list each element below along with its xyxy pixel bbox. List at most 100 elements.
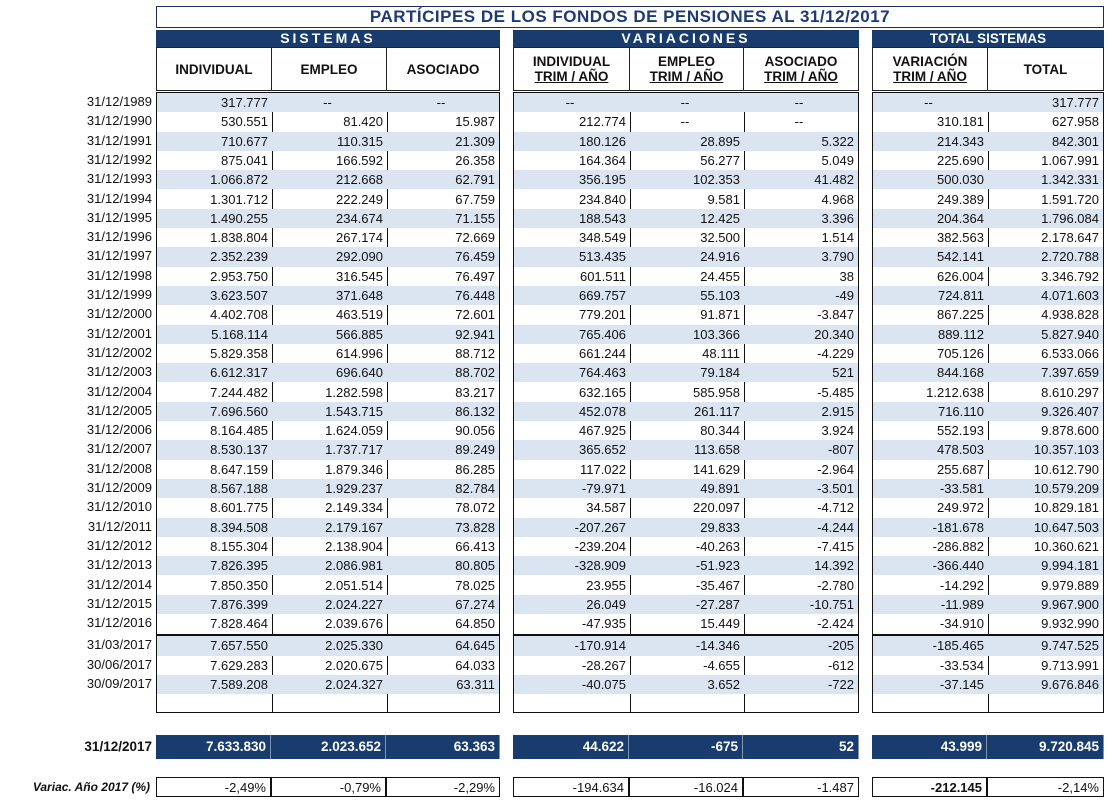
cell-var-empleo: 49.891 [630, 479, 744, 499]
col-header-label: ASOCIADO [406, 61, 480, 77]
cell-empleo: 267.174 [336, 230, 383, 246]
row-date: 31/12/2016 [86, 615, 152, 631]
cell-var-individual: 601.511 [579, 268, 626, 284]
row-date: 31/12/2015 [86, 595, 152, 611]
cell-var-asociado: -10.751 [744, 594, 858, 615]
col-header-asociado: ASOCIADO [386, 47, 500, 91]
cell-empleo: 292.090 [272, 247, 387, 267]
cell-var-individual: -47.935 [581, 616, 626, 632]
cell-variacion: 626.004 [937, 268, 984, 284]
cell-total: 8.610.297 [1041, 384, 1099, 400]
cell-var-empleo: -35.467 [695, 577, 740, 593]
cell-var-individual: 212.774 [579, 114, 626, 130]
cell-total: 10.357.103 [988, 440, 1103, 460]
cell-total: 4.071.603 [988, 286, 1103, 306]
cell-var-empleo: 56.277 [700, 152, 740, 168]
row-date: 31/12/2001 [86, 325, 152, 341]
cell-var-empleo: 102.353 [630, 170, 744, 190]
cell-variacion: 500.030 [873, 170, 988, 190]
quarter-separator [873, 634, 1103, 637]
cell-variacion: 310.181 [937, 114, 984, 130]
cell-variacion: 255.687 [937, 461, 984, 477]
cell-individual: 7.876.399 [157, 594, 272, 615]
variation-variacion: -212.145 [872, 777, 987, 797]
cell-var-asociado: -7.415 [817, 538, 854, 554]
cell-var-empleo: 3.652 [630, 675, 744, 695]
cell-individual: 5.829.358 [210, 345, 268, 361]
cell-individual: 8.567.188 [157, 479, 272, 499]
cell-var-individual: -328.909 [514, 556, 630, 576]
cell-variacion: 225.690 [937, 152, 984, 168]
cell-empleo: 2.051.514 [325, 577, 383, 593]
cell-variacion: 724.811 [873, 286, 988, 306]
cell-var-empleo: 24.455 [700, 268, 740, 284]
row-date: 31/12/2010 [86, 499, 152, 515]
cell-var-asociado: -807 [744, 440, 858, 460]
cell-total: 1.067.991 [1041, 152, 1099, 168]
cell-asociado: 90.056 [455, 423, 495, 439]
variaciones-body: -- -- -- 212.774 -- -- 180.126 28.895 5.322 164.3… [513, 92, 859, 713]
cell-empleo: 222.249 [336, 191, 383, 207]
cell-variacion: 1.212.638 [926, 384, 984, 400]
col-header-empleo: EMPLEO [271, 47, 387, 91]
cell-var-empleo: 141.629 [693, 461, 740, 477]
cell-var-individual: 365.652 [514, 440, 630, 460]
total-empleo: 2.023.652 [271, 735, 386, 759]
cell-asociado: 89.249 [387, 440, 499, 460]
cell-total: 3.346.792 [1041, 268, 1099, 284]
cell-total: 1.342.331 [988, 170, 1103, 190]
cell-var-asociado: -2.964 [817, 461, 854, 477]
cell-total: 9.979.889 [1041, 577, 1099, 593]
cell-var-empleo: 12.425 [630, 208, 744, 229]
cell-asociado: 76.497 [455, 268, 495, 284]
cell-empleo: 110.315 [272, 131, 387, 151]
row-date: 30/09/2017 [86, 676, 152, 691]
cell-var-asociado: -- [744, 93, 858, 113]
cell-var-individual: 26.049 [514, 594, 630, 615]
cell-var-asociado: -722 [744, 675, 858, 695]
cell-empleo: -- [272, 93, 387, 113]
cell-variacion: 552.193 [937, 423, 984, 439]
cell-variacion: 249.972 [937, 500, 984, 516]
cell-variacion: -286.882 [932, 538, 984, 554]
group-header-sistemas: SISTEMAS [156, 30, 500, 47]
cell-var-asociado: -49 [744, 286, 858, 306]
cell-var-asociado: -612 [827, 657, 854, 673]
cell-var-individual: 234.840 [579, 191, 626, 207]
total-total: 9.720.845 [987, 735, 1104, 759]
cell-var-empleo: 15.449 [700, 616, 740, 632]
cell-asociado: 86.132 [387, 401, 499, 422]
cell-var-empleo: 585.958 [693, 384, 740, 400]
cell-individual: 8.601.775 [210, 500, 268, 516]
cell-individual: 530.551 [221, 114, 268, 130]
cell-var-individual: 513.435 [514, 247, 630, 267]
cell-var-individual: -239.204 [574, 538, 626, 554]
row-date: 31/12/2006 [86, 422, 152, 438]
cell-individual: 1.066.872 [157, 170, 272, 190]
row-date: 31/12/1997 [86, 248, 152, 264]
cell-var-individual: -79.971 [514, 479, 630, 499]
cell-var-individual: -28.267 [581, 657, 626, 673]
cell-total: 5.827.940 [988, 324, 1103, 344]
cell-var-empleo: -40.263 [695, 538, 740, 554]
cell-total: 9.747.525 [988, 636, 1103, 656]
cell-total: 10.829.181 [1033, 500, 1099, 516]
group-header-total-sistemas: TOTAL SISTEMAS [872, 30, 1104, 47]
variation-individual: -2,49% [156, 777, 271, 797]
cell-asociado: 92.941 [387, 324, 499, 344]
cell-var-individual: -207.267 [514, 517, 630, 537]
cell-asociado: 26.358 [455, 152, 495, 168]
cell-total: 10.612.790 [1033, 461, 1099, 477]
cell-total: 317.777 [988, 93, 1103, 113]
cell-var-asociado: -2.424 [817, 616, 854, 632]
cell-total: 7.397.659 [988, 363, 1103, 383]
cell-asociado: 64.645 [387, 636, 499, 656]
row-date: 31/12/1995 [86, 209, 152, 225]
row-date: 31/12/2011 [87, 518, 152, 534]
variation-empleo: -0,79% [271, 777, 386, 797]
cell-var-empleo: -- [680, 114, 690, 130]
cell-total: 9.932.990 [1041, 616, 1099, 632]
row-date: 31/12/2004 [86, 383, 152, 399]
cell-asociado: 78.025 [455, 577, 495, 593]
